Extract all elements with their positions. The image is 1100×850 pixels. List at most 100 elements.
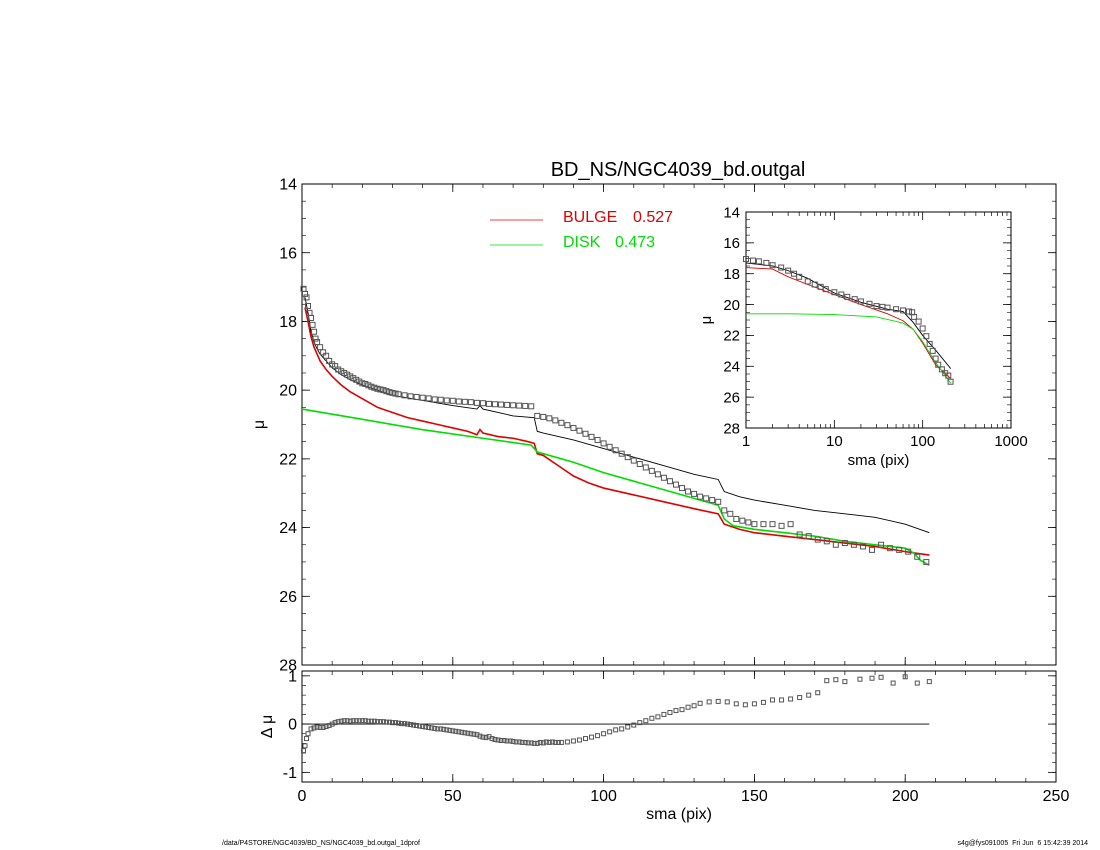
- disk-line: [301, 408, 930, 567]
- data-point: [833, 677, 839, 683]
- data-point: [471, 731, 477, 737]
- data-point: [407, 393, 414, 400]
- data-point: [778, 264, 785, 271]
- data-point: [760, 521, 767, 528]
- data-point: [474, 732, 480, 738]
- y-axis-label: μ: [698, 316, 715, 325]
- data-point: [338, 718, 344, 724]
- data-point: [947, 378, 954, 385]
- data-point: [411, 722, 417, 728]
- data-point: [335, 366, 342, 373]
- data-point: [679, 485, 686, 492]
- data-point: [528, 740, 534, 746]
- data-point: [878, 674, 884, 680]
- data-point: [341, 718, 347, 724]
- y-tick-label: 26: [723, 389, 740, 406]
- data-point: [522, 739, 528, 745]
- data-point: [450, 728, 456, 734]
- data-point: [589, 734, 595, 740]
- data-point: [350, 718, 356, 724]
- data-point: [576, 737, 582, 743]
- data-point: [595, 733, 601, 739]
- data-point: [749, 257, 756, 264]
- data-point: [540, 740, 546, 746]
- data-point: [534, 740, 540, 746]
- data-point: [552, 739, 558, 745]
- y-tick-label: 20: [279, 383, 297, 400]
- legend: BULGE 0.527 DISK 0.473: [490, 209, 673, 251]
- data-point: [878, 541, 885, 548]
- data-point: [945, 372, 952, 379]
- data-point: [480, 734, 486, 740]
- data-point: [525, 740, 531, 746]
- data-point: [429, 725, 435, 731]
- data-point: [938, 366, 945, 373]
- data-point: [844, 293, 851, 300]
- data-point: [914, 553, 921, 560]
- data-point: [314, 724, 320, 730]
- y-tick-label: 28: [723, 420, 740, 437]
- y-tick-label: 18: [723, 266, 740, 283]
- data-point: [703, 495, 710, 502]
- data-point: [356, 378, 363, 385]
- data-point: [405, 721, 411, 727]
- data-point: [857, 676, 863, 682]
- data-point: [447, 727, 453, 733]
- data-point: [755, 258, 762, 265]
- data-point: [383, 719, 389, 725]
- data-point: [426, 724, 432, 730]
- legend-disk-value: 0.473: [615, 234, 655, 251]
- data-point: [900, 307, 907, 314]
- y-tick-label: 22: [279, 451, 297, 468]
- data-point: [655, 714, 661, 720]
- data-point: [465, 730, 471, 736]
- data-point: [923, 333, 930, 340]
- data-point: [630, 457, 637, 464]
- data-point: [832, 541, 839, 548]
- data-point: [399, 721, 405, 727]
- data-point: [791, 270, 798, 277]
- data-point: [386, 719, 392, 725]
- x-tick-label: 100: [590, 788, 617, 805]
- y-axis-label: μ: [251, 420, 268, 429]
- data-point: [402, 721, 408, 727]
- y-tick-label: 14: [723, 204, 740, 221]
- data-point: [564, 739, 570, 745]
- data-point: [727, 510, 734, 517]
- data-point: [507, 738, 513, 744]
- data-point: [873, 303, 880, 310]
- data-point: [814, 536, 821, 543]
- data-point: [305, 302, 312, 309]
- data-point: [769, 521, 776, 528]
- data-point: [806, 692, 812, 698]
- data-point: [453, 728, 459, 734]
- data-point: [869, 675, 875, 681]
- data-point: [516, 739, 522, 745]
- data-point: [303, 294, 310, 301]
- data-point: [498, 401, 505, 408]
- main-panel: 14 16 18 20 22 24 26 28 μ: [251, 177, 1057, 675]
- data-point: [823, 538, 830, 545]
- data-point: [902, 674, 908, 680]
- data-point: [742, 702, 748, 708]
- data-point: [441, 726, 447, 732]
- bulge-line: [304, 307, 930, 556]
- data-point: [513, 739, 519, 745]
- data-point: [582, 430, 589, 437]
- x-tick-label: 100: [910, 433, 935, 450]
- plot-frame: [301, 183, 1057, 666]
- data-point: [501, 737, 507, 743]
- data-point: [558, 419, 565, 426]
- data-point: [362, 380, 369, 387]
- data-point: [317, 724, 323, 730]
- data-point: [362, 718, 368, 724]
- data-point: [431, 396, 438, 403]
- data-point: [308, 726, 314, 732]
- data-point: [914, 680, 920, 686]
- data-point: [564, 422, 571, 429]
- data-point: [371, 384, 378, 391]
- data-point: [743, 256, 749, 263]
- data-point: [461, 398, 468, 405]
